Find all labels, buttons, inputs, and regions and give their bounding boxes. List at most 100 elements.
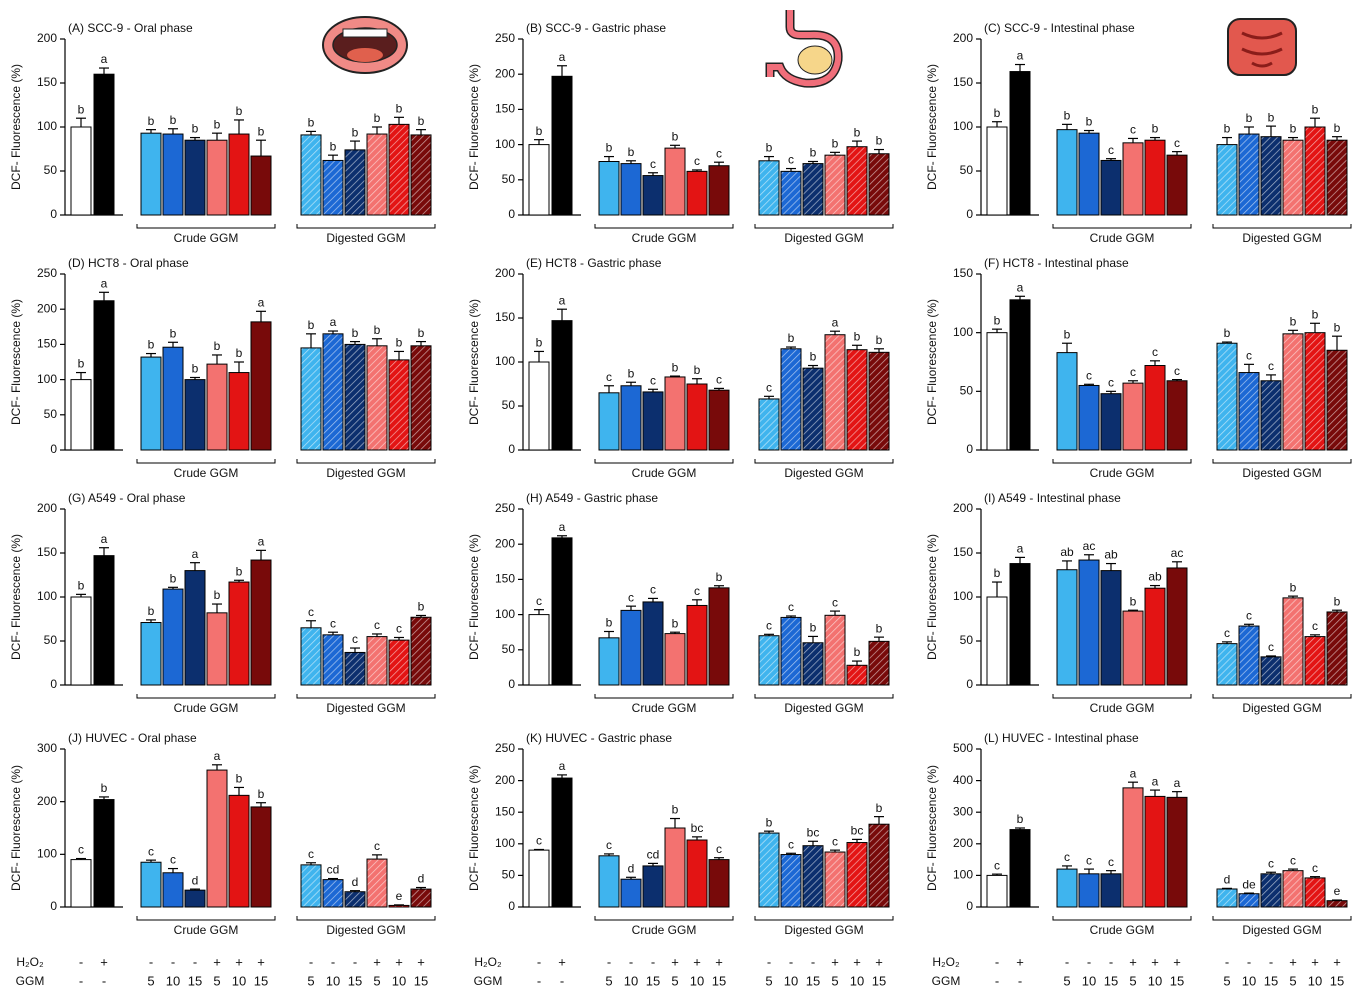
group-label: Crude GGM [1090,231,1155,245]
bar [323,635,343,685]
significance-letter: b [876,621,883,635]
treatment-cell: + [235,954,243,969]
bar [71,597,91,685]
treatment-cell: 10 [784,973,798,988]
y-tick-label: 250 [495,31,515,45]
bar [185,890,205,907]
bar [1167,568,1187,685]
treatment-cell: 10 [392,973,406,988]
treatment-cell: 15 [646,973,660,988]
significance-letter: c [1064,850,1070,864]
panel-title: (K) HUVEC - Gastric phase [526,731,672,745]
bar [665,377,685,450]
bar [1283,598,1303,685]
significance-letter: b [170,326,177,340]
y-tick-label: 100 [953,589,973,603]
treatment-cell: 15 [712,973,726,988]
bar [163,347,183,450]
significance-letter: b [214,588,221,602]
treatment-cell: + [853,954,861,969]
significance-letter: a [1017,280,1024,294]
bar [389,640,409,685]
significance-letter: c [536,594,542,608]
bar [1217,145,1237,215]
treatment-cell: 5 [1063,973,1070,988]
significance-letter: c [374,618,380,632]
significance-letter: b [396,336,403,350]
bar [1079,133,1099,215]
bar [621,164,641,215]
significance-letter: e [396,889,403,903]
significance-letter: b [214,339,221,353]
significance-letter: c [1268,640,1274,654]
y-tick-label: 300 [953,804,973,818]
bar [345,892,365,907]
bar [367,134,387,215]
bar [185,571,205,685]
bar [141,357,161,450]
significance-letter: a [559,520,566,534]
y-tick-label: 0 [508,442,515,456]
bar [1217,889,1237,907]
significance-letter: b [418,114,425,128]
significance-letter: bc [691,821,704,835]
bar [229,373,249,450]
bar [1079,874,1099,907]
bar [825,155,845,215]
significance-letter: c [650,373,656,387]
treatment-label: GGM [474,974,503,988]
significance-letter: a [1017,49,1024,63]
treatment-cell: 10 [232,973,246,988]
bar [621,879,641,907]
significance-letter: b [994,106,1001,120]
treatment-label: GGM [16,974,45,988]
significance-letter: b [78,357,85,371]
treatment-cell: - [607,954,611,969]
y-tick-label: 100 [37,119,57,133]
significance-letter: b [810,146,817,160]
treatment-cell: + [395,954,403,969]
group-label: Crude GGM [632,231,697,245]
significance-letter: b [374,111,381,125]
significance-letter: b [1246,111,1253,125]
y-axis-label: DCF- Fluorescence (%) [925,64,939,190]
y-tick-label: 50 [44,163,58,177]
significance-letter: c [308,847,314,861]
significance-letter: b [628,145,635,159]
significance-letter: a [1174,776,1181,790]
treatment-cell: 15 [1104,973,1118,988]
y-axis-label: DCF- Fluorescence (%) [9,534,23,660]
significance-letter: b [418,326,425,340]
treatment-cell: + [1016,954,1024,969]
bar [1239,373,1259,450]
treatment-cell: - [1247,954,1251,969]
y-tick-label: 150 [953,75,973,89]
significance-letter: b [672,129,679,143]
y-tick-label: 50 [960,633,974,647]
bar [229,134,249,215]
significance-letter: b [78,579,85,593]
y-tick-label: 0 [50,899,57,913]
treatment-cell: - [560,973,564,988]
panel-title: (B) SCC-9 - Gastric phase [526,21,666,35]
y-tick-label: 50 [502,398,516,412]
bar [1101,160,1121,215]
bar [803,846,823,907]
significance-letter: b [994,313,1001,327]
y-tick-label: 200 [495,773,515,787]
bar [185,380,205,450]
treatment-cell: + [1311,954,1319,969]
bar [665,828,685,907]
bar [185,140,205,215]
treatment-cell: 15 [806,973,820,988]
significance-letter: de [1242,877,1256,891]
bar [529,362,549,450]
treatment-cell: + [1333,954,1341,969]
bar [1261,657,1281,685]
group-label: Digested GGM [784,923,863,937]
bar [1261,381,1281,450]
bar [251,807,271,907]
treatment-cell: 10 [850,973,864,988]
bar [163,134,183,215]
treatment-cell: 10 [1308,973,1322,988]
